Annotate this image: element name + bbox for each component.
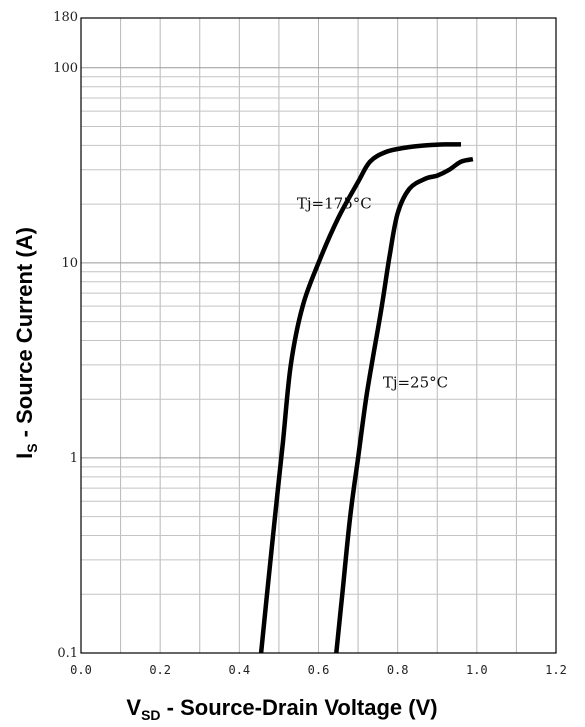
x-tick-labels: 0.0 0.2 0.4 0.6 0.8 1.0 1.2 xyxy=(70,663,567,677)
y-tick-label: 100 xyxy=(53,61,78,76)
y-axis-title: IS - Source Current (A) xyxy=(12,227,40,459)
x-tick-label: 0.6 xyxy=(308,663,330,677)
x-tick-label: 0.8 xyxy=(387,663,409,677)
series-group xyxy=(258,142,474,654)
y-tick-label: 1 xyxy=(70,451,78,466)
x-tick-label: 1.2 xyxy=(545,663,567,677)
y-axis-title-main: I xyxy=(12,453,37,459)
x-tick-label: 0.4 xyxy=(228,663,250,677)
series-line xyxy=(258,142,462,654)
x-axis-title-sub: SD xyxy=(141,707,160,723)
x-axis-title: VSD - Source-Drain Voltage (V) xyxy=(126,695,437,723)
grid xyxy=(81,18,556,653)
series-line xyxy=(334,156,474,654)
x-tick-label: 0.0 xyxy=(70,663,92,677)
series-annotation: Tj=175°C xyxy=(297,194,372,212)
series-annotation: Tj=25°C xyxy=(383,373,448,391)
y-tick-labels: 0.1 1 10 100 180 xyxy=(53,10,78,661)
y-tick-label: 10 xyxy=(61,256,78,271)
x-axis-title-rest: - Source-Drain Voltage (V) xyxy=(161,695,438,720)
y-tick-label: 0.1 xyxy=(57,646,78,661)
plot-frame xyxy=(80,17,557,654)
x-axis-title-main: V xyxy=(126,695,141,720)
y-axis-title-sub: S xyxy=(24,443,40,452)
y-axis-title-rest: - Source Current (A) xyxy=(12,227,37,443)
x-tick-label: 0.2 xyxy=(149,663,171,677)
y-tick-label: 180 xyxy=(53,10,78,25)
annotations: Tj=175°C Tj=25°C xyxy=(297,194,448,391)
x-tick-label: 1.0 xyxy=(466,663,488,677)
